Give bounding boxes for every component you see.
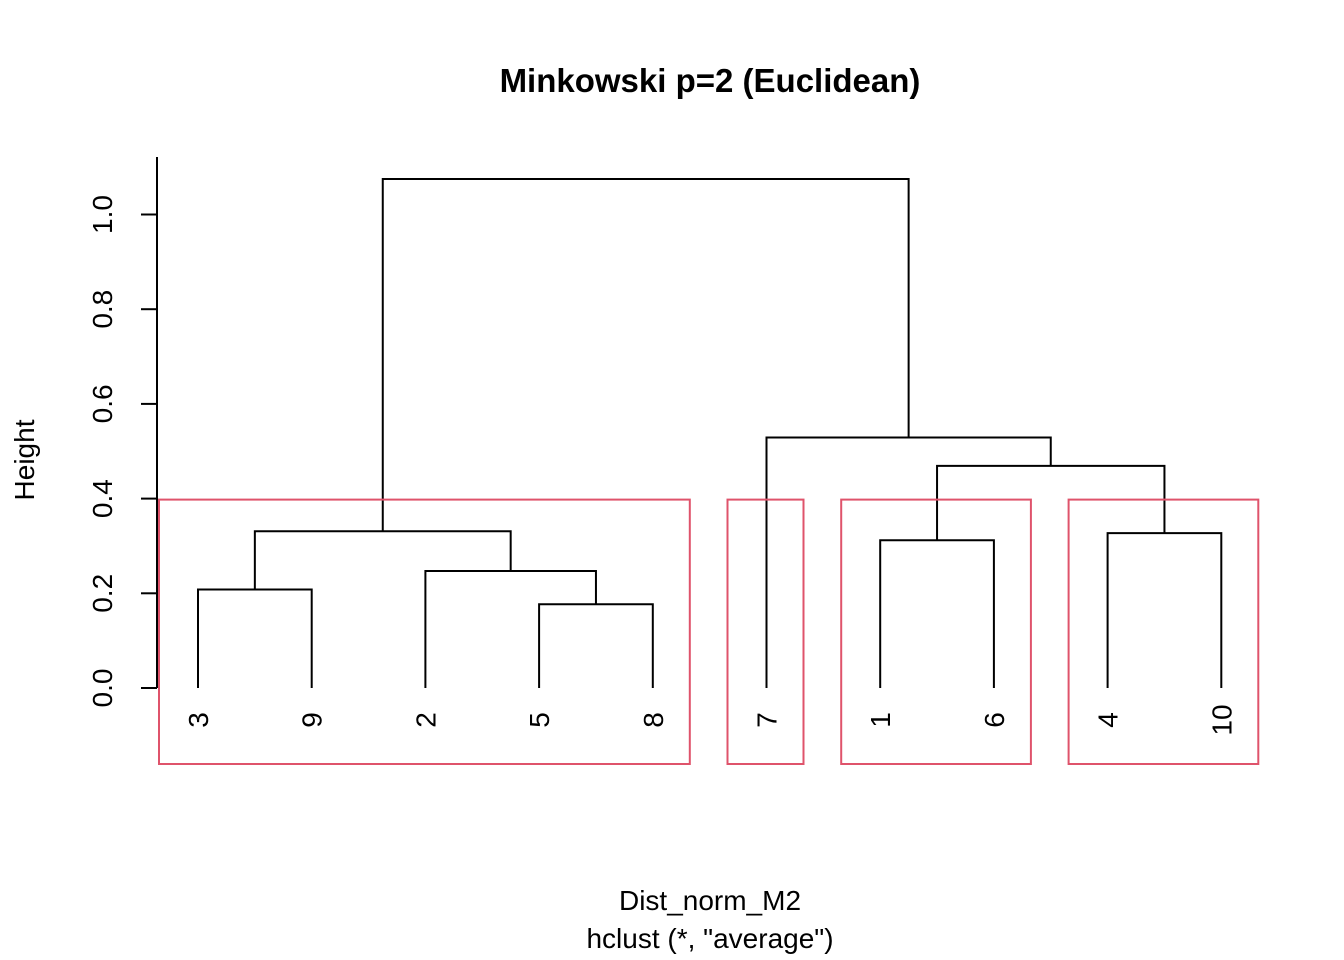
dendrogram-link [879, 539, 995, 688]
leaf-label: 5 [524, 712, 555, 728]
dendrogram-link [538, 603, 654, 688]
cluster-rect [1067, 498, 1260, 765]
dendrogram-link [936, 464, 1166, 541]
y-tick-label: 0.8 [87, 290, 118, 329]
dendrogram-link [197, 588, 313, 688]
chart-title: Minkowski p=2 (Euclidean) [500, 62, 921, 99]
y-tick-label: 0.4 [87, 479, 118, 518]
y-tick-label: 0.2 [87, 574, 118, 613]
cluster-rectangles [158, 498, 1260, 765]
leaf-label: 3 [183, 712, 214, 728]
leaf-label: 6 [979, 712, 1010, 728]
y-tick-label: 0.0 [87, 669, 118, 708]
y-tick-label: 0.6 [87, 384, 118, 423]
cluster-rect [158, 498, 691, 765]
cluster-rect [840, 498, 1032, 765]
y-axis-label: Height [9, 419, 40, 500]
leaf-label: 8 [638, 712, 669, 728]
leaf-labels: 3 9 2 5 8 7 1 6 4 10 [183, 704, 1237, 735]
cluster-rect [726, 498, 805, 765]
leaf-label: 4 [1093, 712, 1124, 728]
dendrogram-link [381, 177, 910, 532]
dendrogram-link [765, 436, 1052, 688]
leaf-label: 2 [410, 712, 441, 728]
x-axis-label: Dist_norm_M2 [619, 885, 801, 916]
dendrogram-link [1106, 532, 1223, 688]
leaf-label: 7 [752, 712, 783, 728]
leaf-label: 10 [1206, 704, 1237, 735]
leaf-label: 9 [297, 712, 328, 728]
y-tick-label: 1.0 [87, 195, 118, 234]
y-axis: 0.0 0.2 0.4 0.6 0.8 1.0 [87, 157, 158, 708]
dendrogram-link [253, 530, 512, 590]
leaf-label: 1 [865, 712, 896, 728]
x-axis-sublabel: hclust (*, "average") [586, 923, 833, 954]
dendrogram-link [424, 570, 597, 688]
